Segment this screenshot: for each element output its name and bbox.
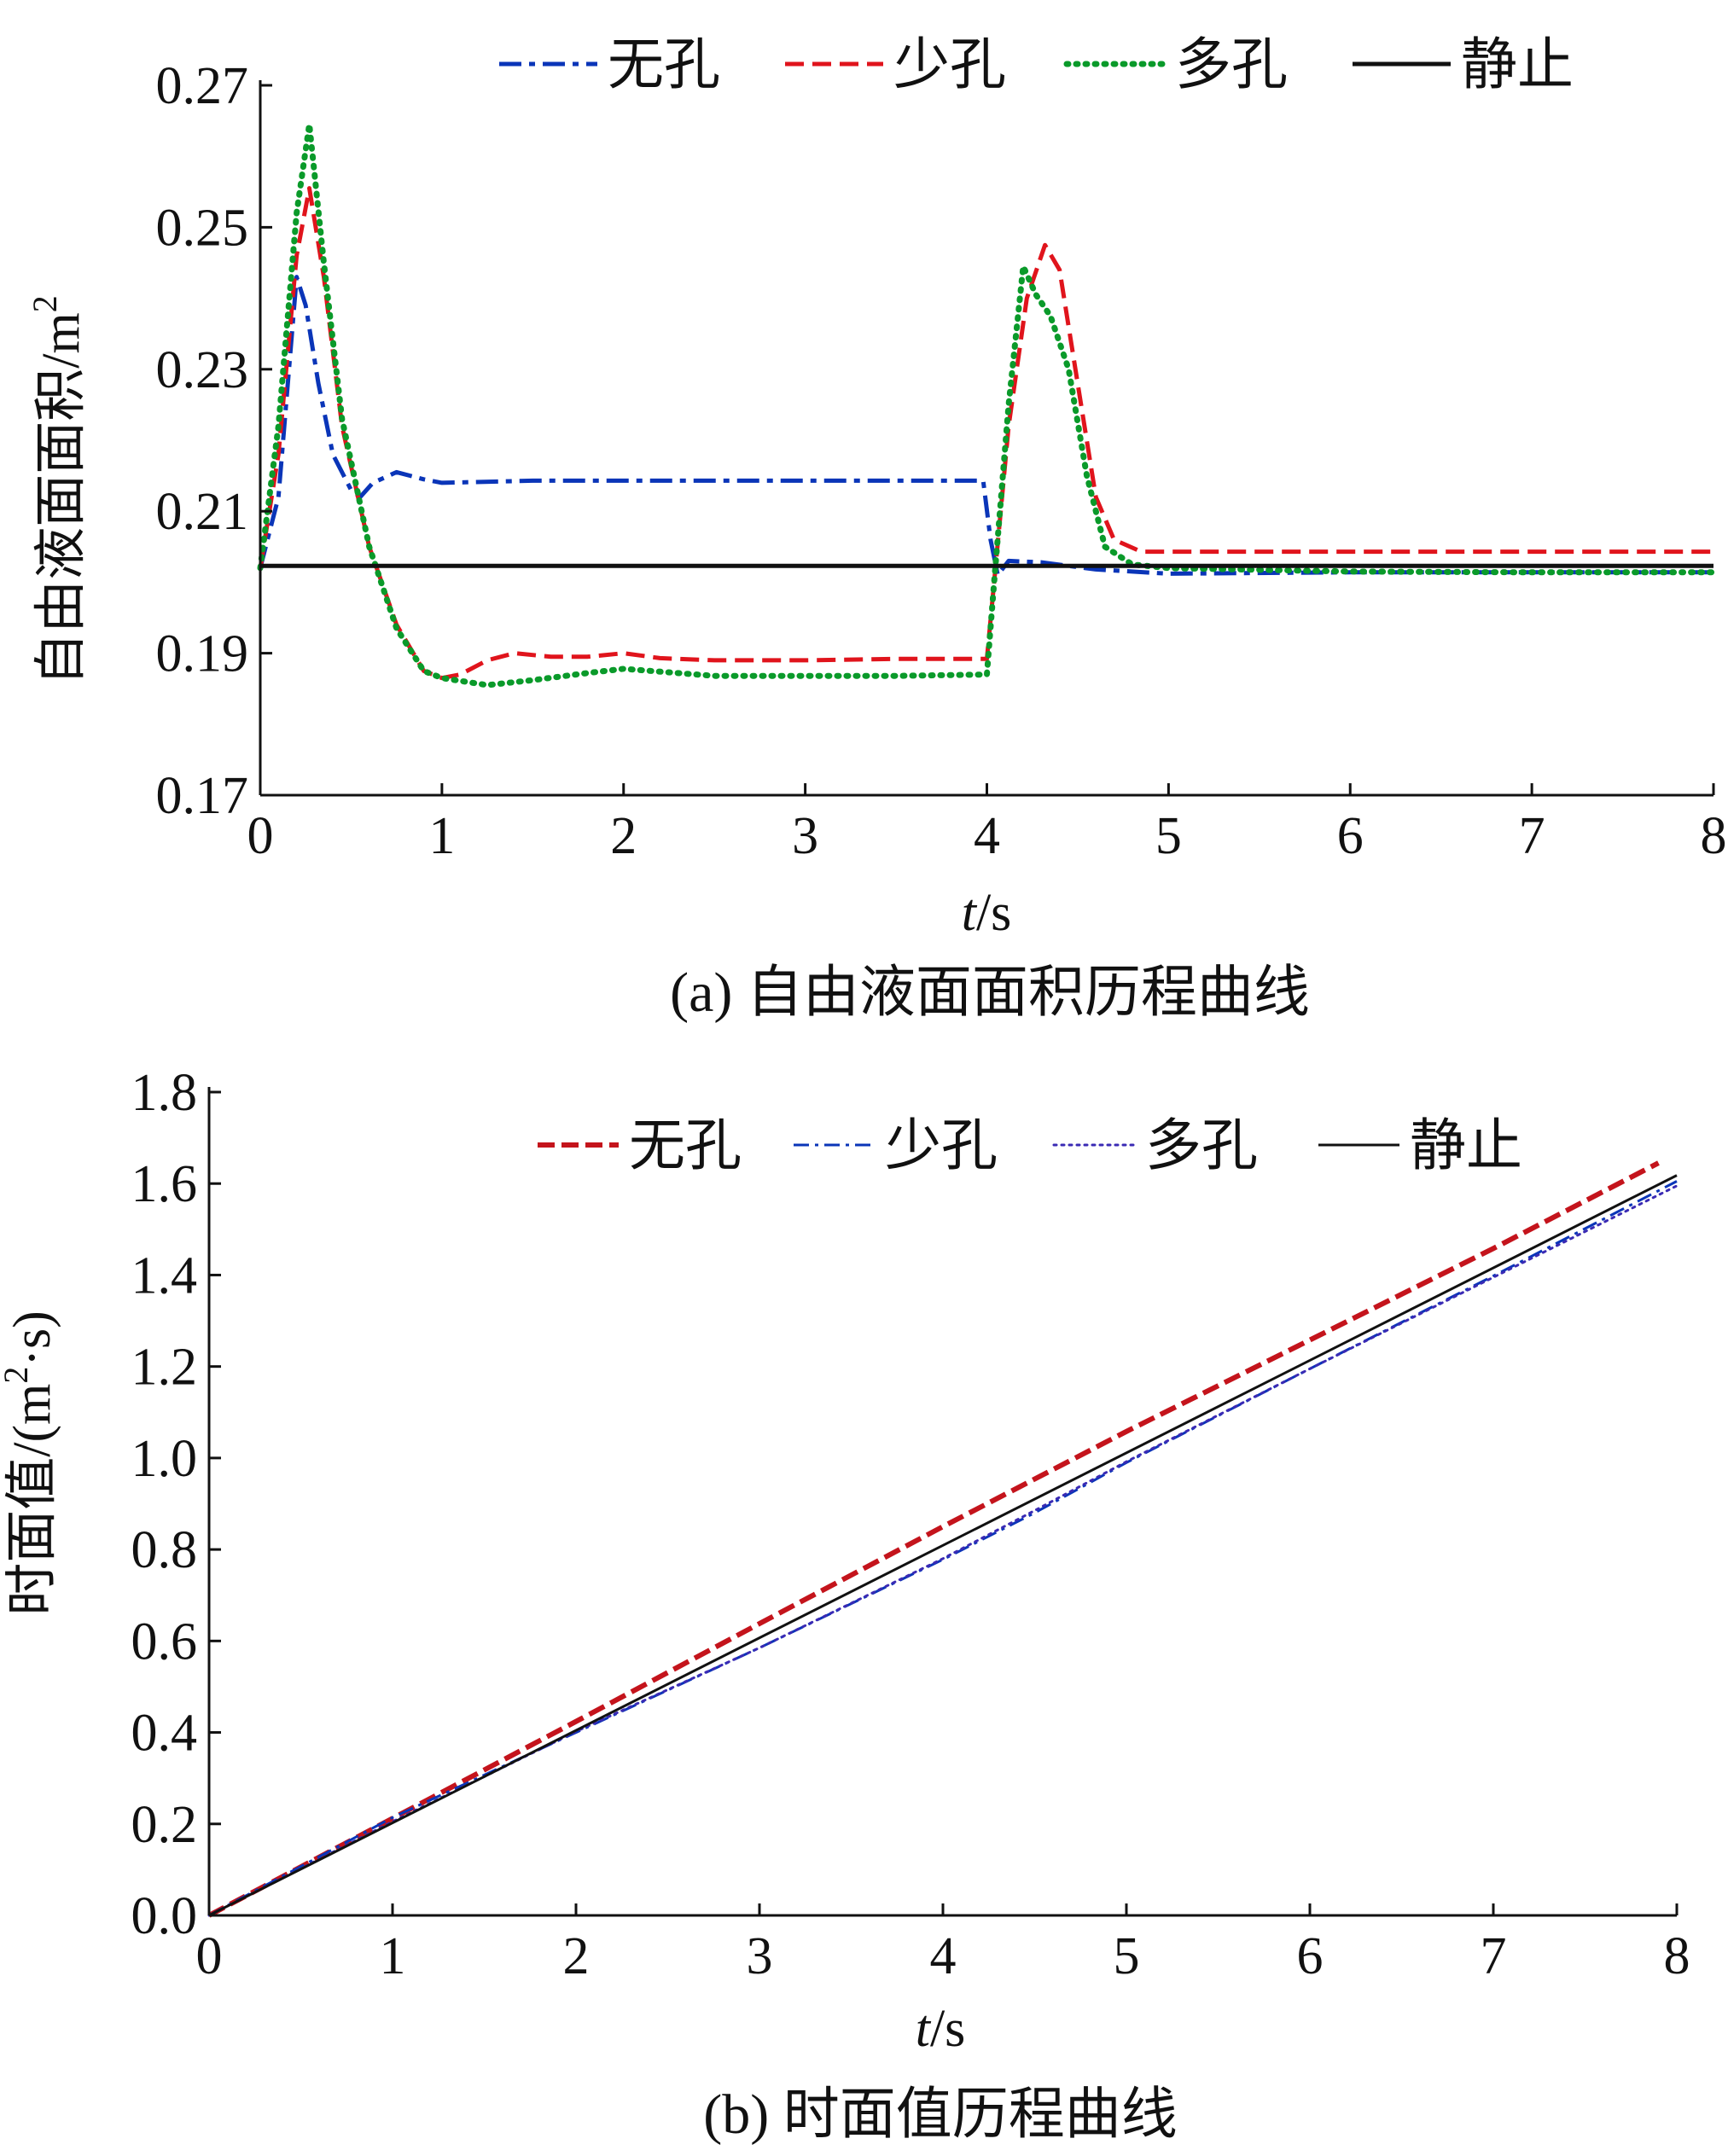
legend-label: 少孔 [893, 32, 1006, 97]
y-tick-label: 1.6 [131, 1155, 198, 1213]
x-tick-label: 7 [1519, 807, 1545, 865]
x-tick-label: 8 [1664, 1927, 1690, 1985]
axis-title-variable: t [916, 2000, 932, 2058]
legend-label: 无孔 [629, 1113, 742, 1178]
y-tick-label: 0.2 [131, 1796, 198, 1854]
chart-a-caption: (a) 自由液面面积历程曲线 [670, 962, 1310, 1024]
axis-title-text: 自由液面面积/m [32, 312, 90, 685]
y-tick-label: 1.0 [131, 1430, 198, 1488]
series-line-4 [208, 1174, 1678, 1917]
x-tick-label: 6 [1337, 807, 1364, 865]
chart-b-caption: (b) 时面值历程曲线 [703, 2083, 1177, 2146]
x-tick-label: 4 [930, 1927, 957, 1985]
x-tick-label: 1 [428, 807, 455, 865]
series-line-1 [258, 275, 1713, 578]
y-tick-label: 0.23 [156, 341, 249, 399]
y-tick-label: 0.6 [131, 1613, 198, 1671]
chart-b-legend: 无孔 少孔 多孔 静止 [538, 1113, 1522, 1178]
chart-b-x-axis-title: t/s [916, 2000, 966, 2058]
y-tick-label: 0.8 [131, 1521, 198, 1579]
x-tick-label: 2 [563, 1927, 590, 1985]
legend-label: 静止 [1410, 1113, 1522, 1178]
chart-b-axes: 0 1 2 3 4 5 6 7 8 0.0 0.2 0.4 0.6 0.8 1.0 1.2 1.4 1.6 1.8 [131, 1064, 1690, 1985]
axis-title-text: 时面值/(m [3, 1384, 61, 1616]
axis-title-text: ·s) [3, 1310, 61, 1366]
legend-label: 少孔 [885, 1113, 998, 1178]
y-tick-label: 1.4 [131, 1247, 198, 1305]
chart-a-legend: 无孔 少孔 多孔 静止 [499, 32, 1574, 97]
chart-b-plot-area [207, 1160, 1679, 1918]
axis-title-unit: /s [976, 884, 1011, 942]
legend-label: 静止 [1461, 32, 1574, 97]
y-tick-label: 0.19 [156, 625, 249, 683]
axis-title-superscript: 2 [0, 1367, 35, 1384]
legend-label: 无孔 [608, 32, 720, 97]
x-tick-label: 8 [1701, 807, 1727, 865]
y-tick-label: 1.8 [131, 1064, 198, 1122]
x-tick-label: 2 [610, 807, 637, 865]
series-line-3 [257, 121, 1717, 689]
axis-title-unit: /s [930, 2000, 965, 2058]
x-tick-label: 7 [1481, 1927, 1507, 1985]
x-tick-label: 0 [196, 1927, 223, 1985]
chart-b-time-area-value: 0 1 2 3 4 5 6 7 80.00.20.40.60.81.01.21.41.61.8 … [0, 1064, 1690, 2146]
chart-a-plot-area [257, 121, 1717, 689]
axis-title-superscript: 2 [26, 295, 64, 312]
x-tick-label: 5 [1155, 807, 1182, 865]
y-tick-label: 0.21 [156, 483, 249, 541]
chart-a-free-surface-area: 0 1 2 3 4 5 6 7 8 0.17 0.19 0.21 0.23 0.25 0.27 无孔 少孔 多孔… [26, 32, 1727, 1024]
y-tick-label: 0.4 [131, 1705, 198, 1763]
chart-a-y-axis-title: 自由液面面积/m2 [26, 295, 90, 685]
x-tick-label: 3 [747, 1927, 773, 1985]
legend-label: 多孔 [1175, 32, 1288, 97]
legend-label: 多孔 [1145, 1113, 1258, 1178]
axis-title-variable: t [962, 884, 978, 942]
x-tick-label: 0 [247, 807, 274, 865]
x-tick-label: 1 [380, 1927, 406, 1985]
chart-a-x-axis-title: t/s [962, 884, 1012, 942]
y-tick-label: 1.2 [131, 1339, 198, 1397]
y-tick-label: 0.0 [131, 1887, 198, 1945]
chart-b-y-axis-title: 时面值/(m2·s) [0, 1310, 61, 1616]
y-tick-label: 0.25 [156, 199, 249, 257]
y-tick-label: 0.17 [156, 767, 249, 825]
x-tick-label: 6 [1297, 1927, 1324, 1985]
series-line-1 [207, 1160, 1660, 1918]
x-tick-label: 3 [792, 807, 818, 865]
chart-a-axes: 0 1 2 3 4 5 6 7 8 0.17 0.19 0.21 0.23 0.25 0.27 [156, 57, 1727, 865]
y-tick-label: 0.27 [156, 57, 249, 115]
x-tick-label: 4 [974, 807, 1000, 865]
x-tick-label: 5 [1114, 1927, 1140, 1985]
